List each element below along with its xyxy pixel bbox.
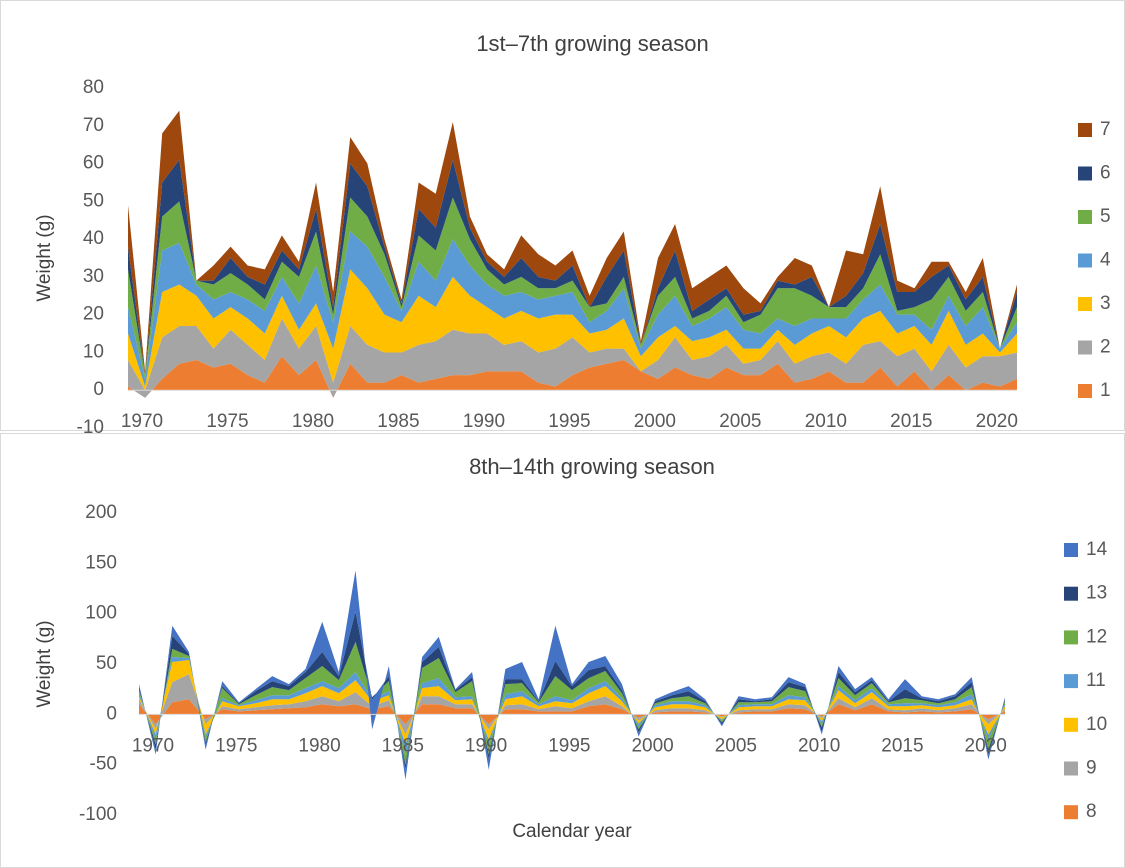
legend-swatch (1064, 717, 1078, 732)
x-tick-label: 2000 (631, 735, 673, 756)
legend-swatch (1064, 761, 1078, 776)
x-tick-label: 2005 (715, 735, 757, 756)
x-tick-label: 1990 (465, 735, 507, 756)
area-series (139, 659, 1005, 745)
y-tick-label: 100 (85, 603, 117, 624)
legend-swatch (1064, 543, 1078, 557)
legend-label: 3 (1100, 293, 1111, 314)
y-tick-label: 200 (85, 502, 117, 523)
x-tick-label: 2000 (634, 411, 676, 432)
legend-swatch (1078, 123, 1092, 137)
x-tick-label: 1985 (382, 735, 424, 756)
plot-area (128, 110, 1017, 398)
y-tick-label: 0 (93, 379, 104, 400)
legend-label: 14 (1086, 539, 1108, 560)
y-tick-label: 60 (83, 153, 104, 174)
legend-swatch (1078, 210, 1092, 224)
legend-swatch (1078, 253, 1092, 268)
x-tick-label: 1995 (548, 735, 590, 756)
x-tick-label: 1985 (377, 411, 419, 432)
x-tick-label: 1980 (298, 735, 340, 756)
legend-label: 1 (1100, 380, 1111, 401)
area-series (139, 674, 1005, 735)
y-tick-label: 10 (83, 341, 104, 362)
area-series (128, 110, 1017, 376)
chart-title: 8th–14th growing season (469, 454, 715, 479)
legend-label: 7 (1100, 119, 1111, 140)
x-tick-label: 1990 (463, 411, 505, 432)
x-tick-label: 1975 (206, 411, 248, 432)
legend-swatch (1078, 297, 1092, 311)
x-tick-label: 2015 (881, 735, 923, 756)
panel-frame (0, 433, 1125, 868)
legend-label: 9 (1086, 758, 1097, 779)
legend-label: 6 (1100, 163, 1111, 184)
y-tick-label: 40 (83, 228, 104, 249)
y-tick-label: 50 (83, 190, 104, 211)
legend-label: 4 (1100, 250, 1111, 271)
legend-label: 13 (1086, 583, 1107, 604)
y-tick-label: 50 (96, 653, 117, 674)
area-series (128, 356, 1017, 398)
x-tick-label: 2005 (719, 411, 761, 432)
y-tick-label: 20 (83, 304, 104, 325)
x-tick-label: 1975 (215, 735, 257, 756)
x-tick-label: 1980 (292, 411, 334, 432)
area-series (128, 197, 1017, 379)
x-tick-label: 2010 (805, 411, 847, 432)
legend-label: 5 (1100, 206, 1111, 227)
y-axis-title: Weight (g) (34, 214, 55, 301)
y-tick-label: 30 (83, 266, 104, 287)
x-tick-label: 2015 (890, 411, 932, 432)
legend-swatch (1064, 805, 1078, 820)
legend-label: 8 (1086, 801, 1097, 822)
x-tick-label: 2020 (965, 735, 1007, 756)
x-tick-label: 2010 (798, 735, 840, 756)
x-tick-label: 1995 (548, 411, 590, 432)
legend-swatch (1064, 630, 1078, 645)
legend-label: 12 (1086, 626, 1107, 647)
x-tick-label: 2020 (976, 411, 1018, 432)
area-series (139, 699, 1005, 725)
y-tick-label: -50 (90, 754, 117, 775)
legend-swatch (1078, 340, 1092, 355)
x-axis-title: Calendar year (512, 821, 632, 842)
x-tick-label: 1970 (121, 411, 163, 432)
legend-swatch (1078, 384, 1092, 398)
legend-swatch (1064, 674, 1078, 689)
y-tick-label: 70 (83, 115, 104, 136)
area-series (128, 231, 1017, 387)
y-tick-label: 80 (83, 77, 104, 98)
legend-label: 2 (1100, 337, 1111, 358)
y-tick-label: -10 (77, 417, 104, 438)
chart-title: 1st–7th growing season (476, 31, 708, 56)
legend-label: 11 (1086, 670, 1106, 691)
plot-area (139, 570, 1005, 780)
area-series (128, 159, 1017, 376)
y-tick-label: 0 (106, 703, 117, 724)
legend-swatch (1078, 166, 1092, 181)
legend-swatch (1064, 586, 1078, 601)
y-tick-label: 150 (85, 552, 117, 573)
y-axis-title: Weight (g) (34, 620, 55, 707)
x-tick-label: 1970 (132, 735, 174, 756)
legend-label: 10 (1086, 714, 1107, 735)
area-series (128, 318, 1017, 398)
y-tick-label: -100 (79, 804, 117, 825)
area-series (128, 269, 1017, 391)
